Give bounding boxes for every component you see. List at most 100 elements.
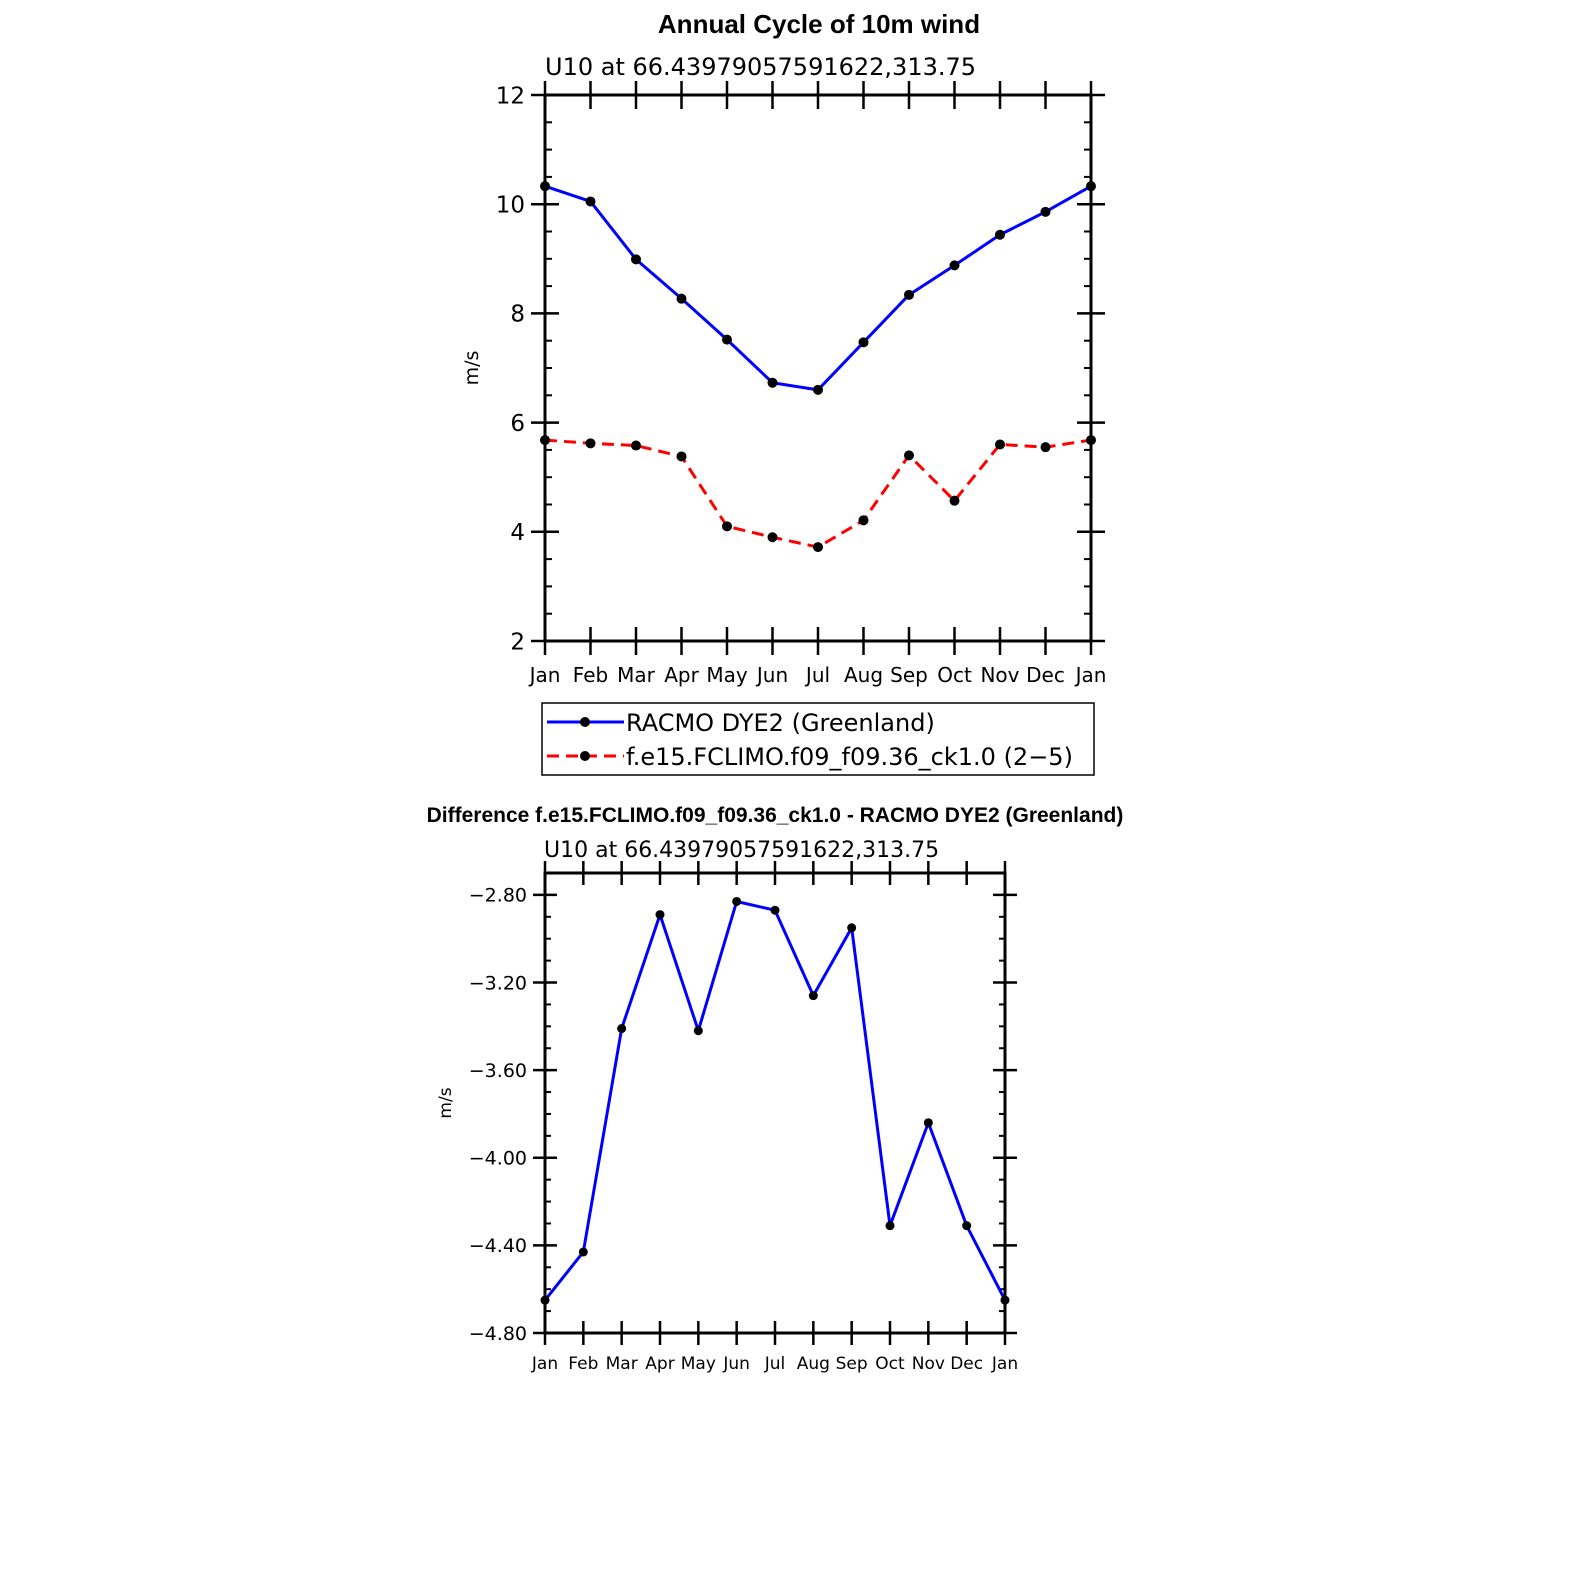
x-tick-label: Nov	[980, 663, 1019, 687]
x-tick-label: Nov	[912, 1354, 945, 1374]
x-tick-label: Sep	[836, 1354, 868, 1374]
x-tick-label: May	[706, 663, 748, 687]
x-tick-label: Oct	[875, 1354, 905, 1374]
y-tick-label: 10	[496, 192, 525, 218]
data-point	[767, 532, 778, 543]
y-tick-labels: −4.80 −4.40 −4.00 −3.60 −3.20 −2.80	[469, 885, 527, 1345]
series-line	[544, 438, 1092, 549]
x-tick-label: Sep	[890, 663, 928, 687]
y-tick-label: 2	[510, 629, 525, 655]
legend-label-model: f.e15.FCLIMO.f09_f09.36_ck1.0 (2−5)	[626, 743, 1073, 771]
y-tick-label: 6	[510, 411, 525, 437]
data-point	[858, 515, 869, 526]
legend-marker-model	[580, 751, 590, 761]
x-tick-label: May	[681, 1354, 716, 1374]
x-tick-label: Jul	[804, 663, 830, 687]
chart-title: Difference f.e15.FCLIMO.f09_f09.36_ck1.0…	[427, 804, 1124, 827]
data-point	[722, 521, 732, 532]
difference-chart: Difference f.e15.FCLIMO.f09_f09.36_ck1.0…	[427, 804, 1124, 1374]
data-point	[722, 334, 732, 345]
data-point	[617, 1024, 627, 1034]
x-tick-label: Jul	[764, 1354, 786, 1374]
chart-subtitle: U10 at 66.43979057591622,313.75	[544, 838, 939, 863]
legend-entry-racmo: RACMO DYE2 (Greenland)	[547, 709, 935, 737]
x-tick-label: Dec	[1026, 663, 1065, 687]
data-point	[904, 289, 914, 300]
series-0	[540, 181, 1096, 395]
data-point	[631, 254, 641, 265]
x-tick-label: Apr	[664, 663, 699, 687]
data-point	[949, 495, 960, 506]
data-point	[770, 905, 780, 915]
data-point	[631, 440, 641, 451]
data-point	[949, 260, 960, 271]
y-tick-label: 8	[510, 302, 525, 328]
data-point	[858, 337, 869, 348]
x-tick-label: Feb	[568, 1354, 598, 1374]
x-tick-label: Dec	[950, 1354, 983, 1374]
plot-frame	[543, 871, 1007, 1335]
x-tick-label: Feb	[573, 663, 608, 687]
series-0	[540, 896, 1010, 1305]
data-point	[923, 1118, 933, 1128]
legend-box	[541, 702, 1095, 776]
y-tick-label: −4.80	[469, 1323, 527, 1345]
data-point	[885, 1221, 895, 1231]
data-point	[995, 439, 1005, 450]
y-tick-label: 4	[510, 520, 525, 546]
y-tick-labels: 2 4 6 8 10 12	[496, 83, 525, 655]
series-group	[540, 181, 1096, 553]
y-axis-label: m/s	[461, 351, 483, 386]
legend-label-racmo: RACMO DYE2 (Greenland)	[626, 709, 935, 737]
data-point	[995, 229, 1005, 240]
x-tick-label: Jun	[722, 1354, 750, 1374]
series-group	[540, 896, 1010, 1305]
chart-subtitle: U10 at 66.43979057591622,313.75	[545, 53, 976, 81]
series-line	[543, 899, 1007, 1302]
data-point	[585, 438, 596, 449]
x-tick-label: Aug	[797, 1354, 830, 1374]
x-tick-label: Apr	[645, 1354, 674, 1374]
x-tick-label: Jan	[991, 1354, 1018, 1374]
y-tick-label: −4.40	[469, 1235, 527, 1257]
chart-title: Annual Cycle of 10m wind	[658, 9, 980, 39]
x-tick-label: Jun	[755, 663, 788, 687]
series-1	[540, 435, 1096, 553]
y-tick-label: −3.60	[469, 1060, 527, 1082]
data-point	[732, 896, 742, 906]
data-point	[962, 1221, 972, 1231]
x-tick-label: Mar	[606, 1354, 638, 1374]
data-point	[904, 450, 914, 461]
plot-frame	[543, 93, 1093, 643]
data-point	[1040, 206, 1051, 217]
data-point	[813, 384, 823, 395]
data-point	[693, 1026, 703, 1036]
x-tick-label: Aug	[844, 663, 883, 687]
data-point	[847, 923, 857, 933]
x-tick-label: Jan	[531, 1354, 558, 1374]
y-tick-label: −3.20	[469, 972, 527, 994]
x-tick-label: Mar	[617, 663, 656, 687]
data-point	[808, 991, 818, 1001]
x-tick-label: Jan	[528, 663, 561, 687]
y-tick-label: −4.00	[469, 1148, 527, 1170]
data-point	[676, 293, 687, 304]
data-point	[578, 1247, 588, 1257]
legend: RACMO DYE2 (Greenland) f.e15.FCLIMO.f09_…	[541, 702, 1095, 776]
axis-ticks	[533, 861, 1017, 1345]
data-point	[585, 196, 596, 207]
series-line	[544, 184, 1092, 392]
y-tick-label: 12	[496, 83, 525, 109]
x-tick-labels: Jan Feb Mar Apr May Jun Jul Aug Sep Oct Nov Dec Jan	[528, 663, 1107, 687]
data-point	[767, 377, 778, 388]
y-tick-label: −2.80	[469, 885, 527, 907]
annual-cycle-chart: Annual Cycle of 10m wind U10 at 66.43979…	[461, 9, 1107, 776]
axis-ticks	[531, 81, 1105, 655]
data-point	[655, 910, 665, 920]
x-tick-label: Oct	[937, 663, 972, 687]
x-tick-labels: Jan Feb Mar Apr May Jun Jul Aug Sep Oct Nov Dec Jan	[531, 1354, 1018, 1374]
data-point	[676, 451, 687, 462]
y-axis-label: m/s	[436, 1087, 456, 1118]
data-point	[1040, 442, 1051, 453]
